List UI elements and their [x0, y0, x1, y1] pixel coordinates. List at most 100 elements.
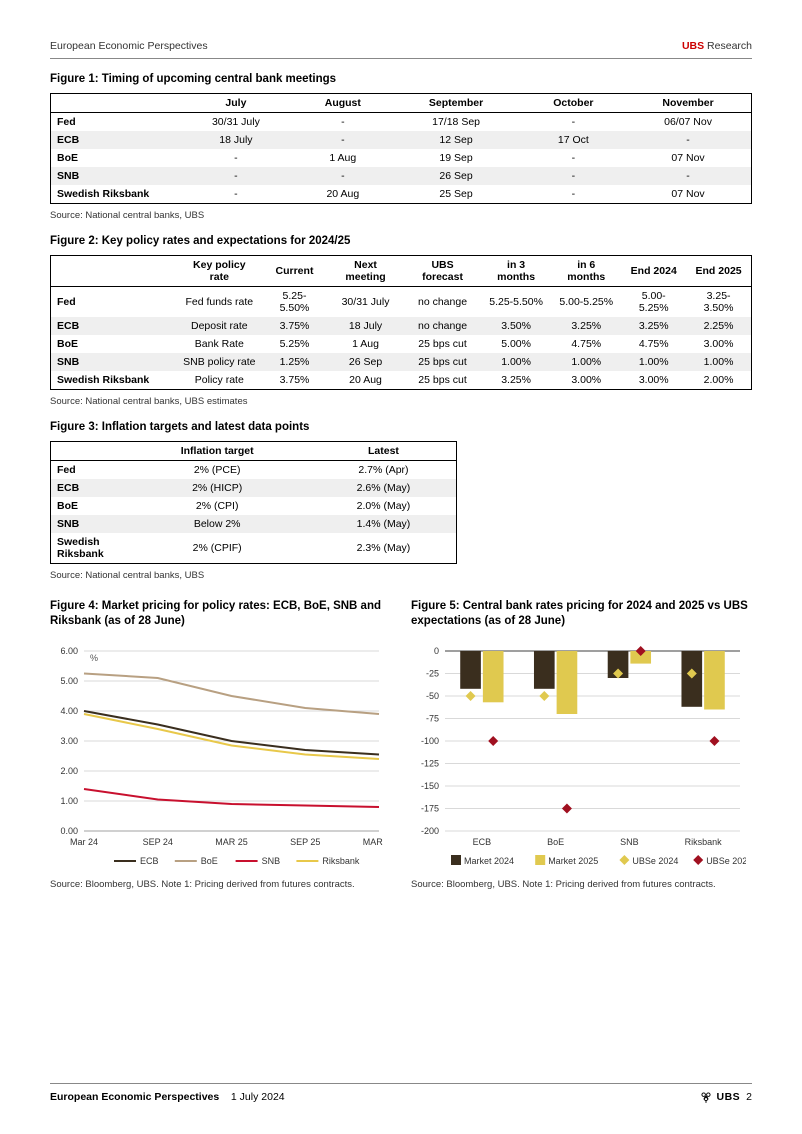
- table-header: Next meeting: [327, 256, 404, 287]
- table-cell: 07 Nov: [625, 185, 751, 204]
- figure2-title: Figure 2: Key policy rates and expectati…: [50, 235, 752, 247]
- table-row: ECB2% (HICP)2.6% (May): [51, 479, 457, 497]
- table-row: FedFed funds rate5.25-5.50%30/31 Julyno …: [51, 287, 752, 318]
- row-label: Fed: [51, 461, 124, 480]
- table-cell: 07 Nov: [625, 149, 751, 167]
- table-row: Swedish Riksbank-20 Aug25 Sep-07 Nov: [51, 185, 752, 204]
- row-label: BoE: [51, 497, 124, 515]
- svg-text:2.00: 2.00: [60, 766, 78, 776]
- table-cell: 30/31 July: [327, 287, 404, 318]
- figure5-title: Figure 5: Central bank rates pricing for…: [411, 599, 752, 633]
- figure2-source: Source: National central banks, UBS esti…: [50, 396, 752, 407]
- table-cell: -: [295, 113, 390, 132]
- table-header: [51, 442, 124, 461]
- table-header: End 2025: [686, 256, 751, 287]
- table-cell: 2% (PCE): [124, 461, 311, 480]
- table-cell: -: [522, 149, 625, 167]
- table-cell: SNB policy rate: [177, 353, 262, 371]
- row-label: Swedish Riksbank: [51, 533, 124, 564]
- svg-text:%: %: [90, 653, 98, 663]
- row-label: SNB: [51, 167, 177, 185]
- table-cell: 1.4% (May): [311, 515, 457, 533]
- ubs-logo: UBS: [699, 1090, 740, 1104]
- table-cell: 3.00%: [551, 371, 621, 390]
- svg-text:4.00: 4.00: [60, 706, 78, 716]
- table-header: September: [390, 94, 521, 113]
- table-cell: 25 bps cut: [404, 335, 481, 353]
- header-brand: UBS: [682, 40, 704, 52]
- table-row: BoE-1 Aug19 Sep-07 Nov: [51, 149, 752, 167]
- table-cell: no change: [404, 287, 481, 318]
- table-row: ECBDeposit rate3.75%18 Julyno change3.50…: [51, 317, 752, 335]
- table-cell: 3.00%: [686, 335, 751, 353]
- table-row: BoE2% (CPI)2.0% (May): [51, 497, 457, 515]
- table-header: End 2024: [621, 256, 686, 287]
- table-cell: 12 Sep: [390, 131, 521, 149]
- table-cell: 1.00%: [621, 353, 686, 371]
- figure3-table: Inflation targetLatest Fed2% (PCE)2.7% (…: [50, 441, 457, 564]
- svg-text:SNB: SNB: [262, 856, 281, 866]
- table-cell: Policy rate: [177, 371, 262, 390]
- svg-text:ECB: ECB: [140, 856, 159, 866]
- table-row: Swedish Riksbank2% (CPIF)2.3% (May): [51, 533, 457, 564]
- table-header: Key policy rate: [177, 256, 262, 287]
- table-cell: 3.00%: [621, 371, 686, 390]
- table-cell: 19 Sep: [390, 149, 521, 167]
- footer-brand: UBS: [716, 1091, 740, 1103]
- svg-text:MAR 26: MAR 26: [363, 837, 385, 847]
- svg-text:0.00: 0.00: [60, 826, 78, 836]
- table-cell: 1.00%: [551, 353, 621, 371]
- row-label: SNB: [51, 353, 177, 371]
- table-header: [51, 256, 177, 287]
- table-cell: 1 Aug: [327, 335, 404, 353]
- table-cell: -: [625, 167, 751, 185]
- svg-text:5.00: 5.00: [60, 676, 78, 686]
- table-cell: 5.25-5.50%: [262, 287, 327, 318]
- svg-text:Mar 24: Mar 24: [70, 837, 98, 847]
- svg-text:-150: -150: [421, 781, 439, 791]
- table-cell: 26 Sep: [327, 353, 404, 371]
- table-header: August: [295, 94, 390, 113]
- table-header: [51, 94, 177, 113]
- figure1-source: Source: National central banks, UBS: [50, 210, 752, 221]
- table-header: Inflation target: [124, 442, 311, 461]
- table-cell: -: [177, 185, 295, 204]
- page-header: European Economic Perspectives UBS Resea…: [50, 40, 752, 59]
- table-cell: 4.75%: [551, 335, 621, 353]
- svg-text:3.00: 3.00: [60, 736, 78, 746]
- table-cell: 2.00%: [686, 371, 751, 390]
- svg-text:Riksbank: Riksbank: [685, 837, 723, 847]
- table-cell: 3.25-3.50%: [686, 287, 751, 318]
- svg-text:-100: -100: [421, 736, 439, 746]
- table-cell: 25 bps cut: [404, 371, 481, 390]
- table-row: ECB18 July-12 Sep17 Oct-: [51, 131, 752, 149]
- table-row: SNBBelow 2%1.4% (May): [51, 515, 457, 533]
- row-label: Swedish Riksbank: [51, 371, 177, 390]
- keys-icon: [699, 1090, 713, 1104]
- table-cell: 30/31 July: [177, 113, 295, 132]
- table-cell: 5.00%: [481, 335, 551, 353]
- row-label: Swedish Riksbank: [51, 185, 177, 204]
- svg-text:-50: -50: [426, 691, 439, 701]
- table-cell: 2.6% (May): [311, 479, 457, 497]
- figure2-table: Key policy rateCurrentNext meetingUBS fo…: [50, 255, 752, 390]
- table-cell: -: [295, 167, 390, 185]
- svg-text:-75: -75: [426, 714, 439, 724]
- svg-text:-25: -25: [426, 669, 439, 679]
- figure3-title: Figure 3: Inflation targets and latest d…: [50, 421, 752, 433]
- table-header: in 6 months: [551, 256, 621, 287]
- table-cell: Bank Rate: [177, 335, 262, 353]
- table-cell: 2.25%: [686, 317, 751, 335]
- figure4-chart: 0.001.002.003.004.005.006.00%Mar 24SEP 2…: [50, 643, 391, 873]
- table-header: October: [522, 94, 625, 113]
- table-cell: 17 Oct: [522, 131, 625, 149]
- svg-text:UBSe 2025: UBSe 2025: [706, 856, 746, 866]
- figure3-source: Source: National central banks, UBS: [50, 570, 752, 581]
- table-cell: 2.0% (May): [311, 497, 457, 515]
- table-row: SNB--26 Sep--: [51, 167, 752, 185]
- table-row: BoEBank Rate5.25%1 Aug25 bps cut5.00%4.7…: [51, 335, 752, 353]
- table-header: November: [625, 94, 751, 113]
- figure1-title: Figure 1: Timing of upcoming central ban…: [50, 73, 752, 85]
- table-cell: 2% (HICP): [124, 479, 311, 497]
- table-cell: 2% (CPIF): [124, 533, 311, 564]
